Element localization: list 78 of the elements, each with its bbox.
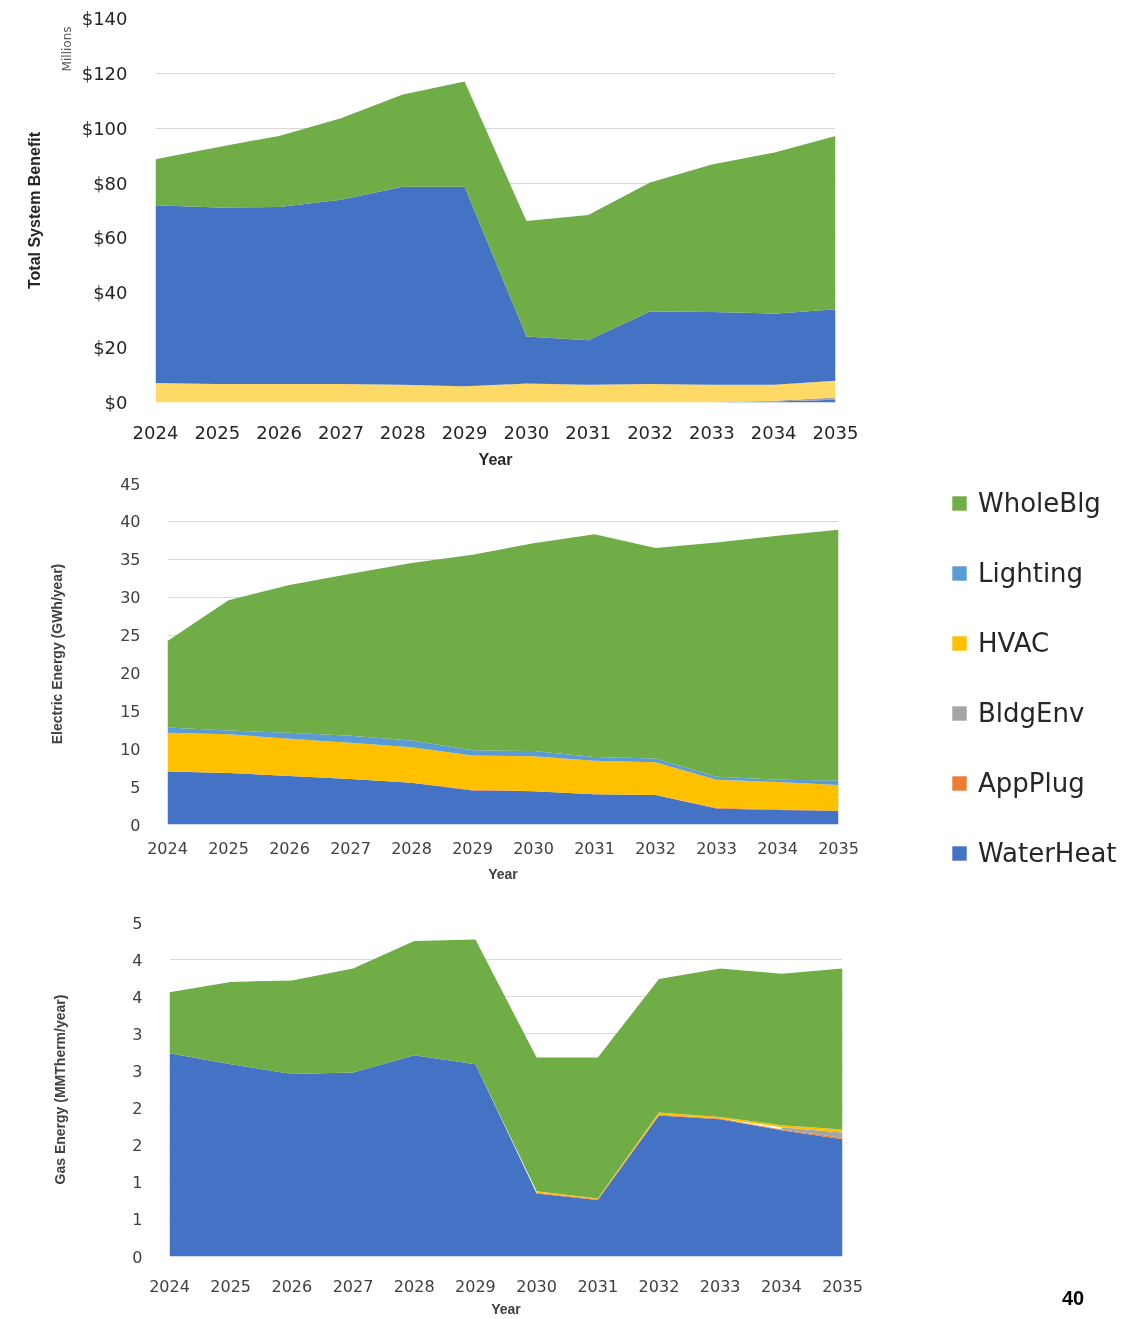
x-tick-label: 2029 xyxy=(455,1276,496,1296)
legend-label: HVAC xyxy=(978,628,1050,658)
x-tick-label: 2025 xyxy=(208,838,249,858)
y-tick-label: 1 xyxy=(132,1173,143,1193)
x-tick-label: 2024 xyxy=(132,421,179,443)
x-axis-title: Year xyxy=(488,865,519,882)
x-tick-label: 2031 xyxy=(577,1276,619,1296)
x-tick-label: 2031 xyxy=(574,838,615,858)
x-tick-label: 2030 xyxy=(513,838,554,858)
x-tick-label: 2034 xyxy=(750,421,797,443)
y-tick-label: 5 xyxy=(132,913,143,933)
x-tick-label: 2033 xyxy=(688,421,735,443)
y-tick-label: $80 xyxy=(93,172,128,194)
legend-label: Lighting xyxy=(978,558,1084,588)
y-tick-label: $60 xyxy=(93,227,128,249)
x-tick-label: 2035 xyxy=(818,838,859,858)
y-tick-label: 3 xyxy=(132,1061,143,1081)
x-tick-label: 2029 xyxy=(441,421,488,443)
x-tick-label: 2027 xyxy=(318,421,364,443)
text: Millions xyxy=(59,26,74,72)
y-axis-title: Electric Energy (GWh/year) xyxy=(49,563,66,745)
y-tick-label: 40 xyxy=(120,512,141,532)
x-tick-label: 2025 xyxy=(194,421,241,443)
y-tick-label: 3 xyxy=(132,1024,143,1044)
x-tick-label: 2035 xyxy=(822,1276,863,1296)
x-tick-label: 2026 xyxy=(269,838,310,858)
x-tick-label: 2034 xyxy=(760,1276,802,1296)
x-tick-label: 2027 xyxy=(330,838,371,858)
legend-label: WholeBlg xyxy=(978,488,1101,518)
y-tick-label: $0 xyxy=(104,392,128,413)
x-tick-label: 2032 xyxy=(627,421,673,443)
y-tick-label: 35 xyxy=(120,550,141,570)
x-tick-label: 2025 xyxy=(210,1276,252,1296)
x-tick-label: 2028 xyxy=(393,1276,435,1296)
y-tick-label: 2 xyxy=(132,1099,143,1119)
legend-label: AppPlug xyxy=(978,768,1085,798)
y-tick-label: $20 xyxy=(93,337,128,359)
y-tick-label: 0 xyxy=(130,815,141,835)
x-tick-label: 2033 xyxy=(696,838,737,858)
x-tick-label: 2024 xyxy=(147,838,188,858)
x-tick-label: 2026 xyxy=(271,1276,313,1296)
y-tick-label: 4 xyxy=(132,987,143,1007)
y-tick-label: $120 xyxy=(81,62,128,84)
y-tick-label: $40 xyxy=(93,282,128,304)
x-tick-label: 2035 xyxy=(812,421,859,443)
y-tick-label: $100 xyxy=(81,117,128,139)
x-tick-label: 2027 xyxy=(332,1276,374,1296)
x-tick-label: 2033 xyxy=(699,1276,741,1296)
y-axis-title: Total System Benefit xyxy=(26,131,43,290)
legend-label: BldgEnv xyxy=(978,698,1085,728)
x-tick-label: 2034 xyxy=(757,838,798,858)
x-tick-label: 2032 xyxy=(638,1276,680,1296)
text: 40 xyxy=(1062,1286,1085,1311)
y-tick-label: 10 xyxy=(120,739,141,759)
x-tick-label: 2024 xyxy=(149,1276,190,1296)
legend-label: WaterHeat xyxy=(978,838,1117,868)
x-axis-title: Year xyxy=(478,450,513,468)
x-tick-label: 2032 xyxy=(635,838,676,858)
y-tick-label: 30 xyxy=(120,588,141,608)
y-axis-title: Gas Energy (MMTherm/year) xyxy=(52,994,69,1185)
y-tick-label: 15 xyxy=(120,701,141,721)
x-tick-label: 2030 xyxy=(516,1276,557,1296)
x-axis-title: Year xyxy=(491,1300,522,1317)
x-tick-label: 2026 xyxy=(256,421,303,443)
y-tick-label: 4 xyxy=(132,950,143,970)
y-tick-label: 20 xyxy=(120,663,141,683)
y-tick-label: 5 xyxy=(130,777,141,797)
x-tick-label: 2031 xyxy=(565,421,612,443)
y-tick-label: 1 xyxy=(132,1210,143,1230)
y-tick-label: $140 xyxy=(81,8,128,29)
x-tick-label: 2030 xyxy=(503,421,550,443)
y-tick-label: 45 xyxy=(120,474,141,494)
x-tick-label: 2029 xyxy=(452,838,493,858)
y-tick-label: 0 xyxy=(132,1247,143,1267)
x-tick-label: 2028 xyxy=(391,838,432,858)
y-tick-label: 25 xyxy=(120,626,141,646)
y-tick-label: 2 xyxy=(132,1136,143,1156)
x-tick-label: 2028 xyxy=(379,421,426,443)
